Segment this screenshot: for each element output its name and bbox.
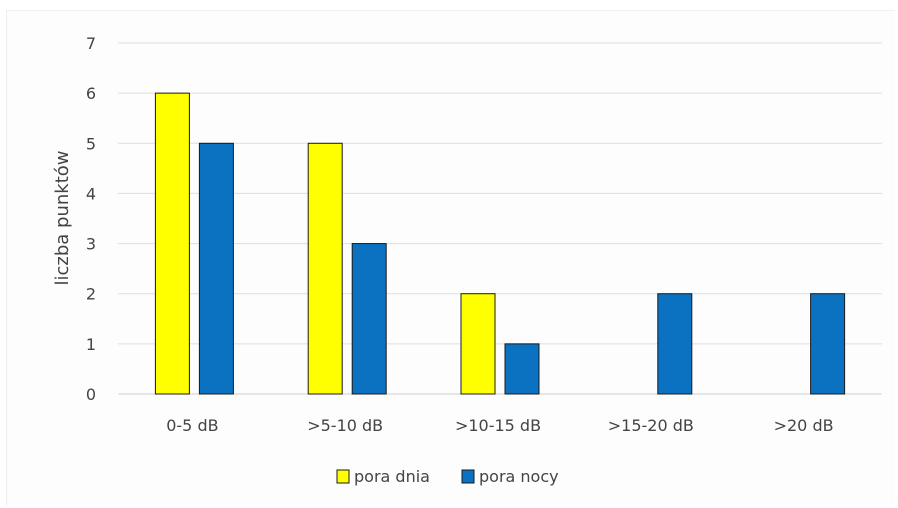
y-tick-label: 6	[86, 84, 96, 103]
legend-swatch	[461, 469, 475, 484]
bar-night	[198, 142, 234, 395]
chart-frame	[6, 10, 895, 505]
bar-day	[460, 293, 496, 395]
y-tick-label: 4	[86, 184, 96, 203]
y-tick-labels: 0 1 2 3 4 5 6 7	[86, 34, 96, 404]
y-tick-label: 0	[86, 385, 96, 404]
y-tick-label: 2	[86, 285, 96, 304]
bar-day	[307, 142, 343, 395]
y-tick-label: 7	[86, 34, 96, 53]
gridlines	[118, 42, 882, 395]
x-tick-label: >15-20 dB	[608, 416, 694, 435]
x-tick-label: >20 dB	[774, 416, 834, 435]
bar-day	[154, 92, 190, 395]
bar-night	[810, 293, 846, 395]
bar-night	[351, 243, 387, 395]
y-tick-label: 1	[86, 335, 96, 354]
bar-night	[657, 293, 693, 395]
y-axis-title: liczba punktów	[52, 151, 73, 286]
y-tick-label: 5	[86, 134, 96, 153]
legend-label: pora nocy	[479, 467, 559, 486]
bars	[154, 92, 846, 395]
x-tick-label: >10-15 dB	[455, 416, 541, 435]
legend-swatch	[336, 469, 350, 484]
y-tick-label: 3	[86, 235, 96, 254]
legend-label: pora dnia	[354, 467, 430, 486]
x-tick-label: 0-5 dB	[166, 416, 218, 435]
x-tick-labels: 0-5 dB >5-10 dB >10-15 dB >15-20 dB >20 dB	[166, 416, 833, 435]
legend: pora dnia pora nocy	[336, 467, 559, 486]
bar-night	[504, 343, 540, 395]
x-tick-label: >5-10 dB	[307, 416, 383, 435]
